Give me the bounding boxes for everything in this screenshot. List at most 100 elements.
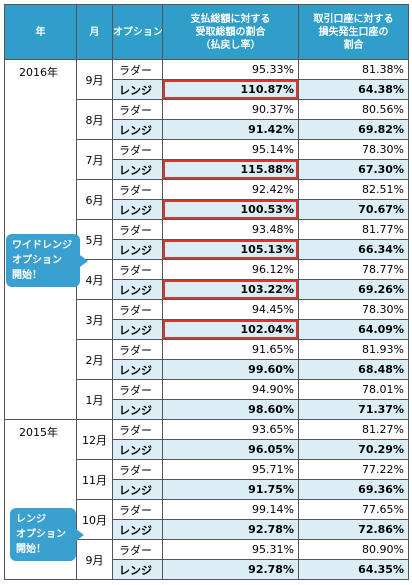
table-row: 10月 ラダー 99.14% 77.65% bbox=[5, 499, 409, 540]
payout-ladder: 95.14% bbox=[162, 139, 299, 160]
table-body: 2016年 9月 ラダー 95.33% 81.38% レンジ 110.87% 64.38% 8月… bbox=[4, 59, 409, 580]
option-range: レンジ bbox=[112, 439, 163, 460]
header-payout: 支払総額に対する 受取総額の割合 （払戻し率） bbox=[162, 4, 299, 60]
loss-range: 69.36% bbox=[298, 479, 409, 500]
header-loss: 取引口座に対する 損失発生口座の 割合 bbox=[298, 4, 409, 60]
option-range: レンジ bbox=[112, 279, 163, 300]
option-range: レンジ bbox=[112, 79, 163, 100]
loss-ladder: 77.65% bbox=[298, 499, 409, 520]
option-ladder: ラダー bbox=[112, 339, 163, 360]
table-row: 5月 ラダー 93.48% 81.77% bbox=[5, 219, 409, 260]
loss-ladder: 80.56% bbox=[298, 99, 409, 120]
loss-ladder: 78.30% bbox=[298, 139, 409, 160]
payout-ladder: 94.45% bbox=[162, 299, 299, 320]
option-range: レンジ bbox=[112, 119, 163, 140]
month-cell: 5月 bbox=[76, 219, 113, 260]
table-row: レンジ 96.05% 70.29% bbox=[5, 439, 409, 460]
loss-ladder: 81.77% bbox=[298, 219, 409, 240]
payout-ladder: 91.65% bbox=[162, 339, 299, 360]
option-ladder: ラダー bbox=[112, 539, 163, 560]
loss-ladder: 81.38% bbox=[298, 59, 409, 80]
payout-range: 100.53% bbox=[162, 199, 299, 220]
payout-range: 110.87% bbox=[162, 79, 299, 100]
loss-range: 64.38% bbox=[298, 79, 409, 100]
payout-range: 91.42% bbox=[162, 119, 299, 140]
payout-range: 102.04% bbox=[162, 319, 299, 340]
payout-ladder: 99.14% bbox=[162, 499, 299, 520]
payout-ladder: 94.90% bbox=[162, 379, 299, 400]
loss-range: 69.26% bbox=[298, 279, 409, 300]
option-ladder: ラダー bbox=[112, 139, 163, 160]
option-ladder: ラダー bbox=[112, 299, 163, 320]
callout-range-start: レンジ オプション 開始！ bbox=[10, 508, 84, 561]
loss-range: 64.35% bbox=[298, 559, 409, 580]
table-row: レンジ 103.22% 69.26% bbox=[5, 279, 409, 300]
payout-range: 91.75% bbox=[162, 479, 299, 500]
payout-range: 105.13% bbox=[162, 239, 299, 260]
option-range: レンジ bbox=[112, 479, 163, 500]
table-row: レンジ 100.53% 70.67% bbox=[5, 199, 409, 220]
payout-range: 98.60% bbox=[162, 399, 299, 420]
option-range: レンジ bbox=[112, 559, 163, 580]
payout-ladder: 93.48% bbox=[162, 219, 299, 240]
option-ladder: ラダー bbox=[112, 99, 163, 120]
loss-ladder: 81.27% bbox=[298, 419, 409, 440]
payout-range: 103.22% bbox=[162, 279, 299, 300]
loss-ladder: 81.93% bbox=[298, 339, 409, 360]
payout-range: 96.05% bbox=[162, 439, 299, 460]
loss-ladder: 77.22% bbox=[298, 459, 409, 480]
payout-ladder: 92.42% bbox=[162, 179, 299, 200]
table-row: 2016年 9月 ラダー 95.33% 81.38% bbox=[4, 59, 409, 420]
option-ladder: ラダー bbox=[112, 259, 163, 280]
table-row: レンジ 99.60% 68.48% bbox=[5, 359, 409, 380]
table-row: レンジ 91.75% 69.36% bbox=[5, 479, 409, 500]
loss-range: 66.34% bbox=[298, 239, 409, 260]
loss-range: 69.82% bbox=[298, 119, 409, 140]
month-cell: 8月 bbox=[76, 99, 113, 140]
header-month: 月 bbox=[76, 4, 113, 60]
table-row: レンジ 92.78% 72.86% bbox=[5, 519, 409, 540]
table-row: レンジ 110.87% 64.38% bbox=[5, 79, 409, 100]
month-cell: 9月 bbox=[76, 539, 113, 580]
header-option: オプション bbox=[112, 4, 163, 60]
loss-ladder: 78.77% bbox=[298, 259, 409, 280]
payout-ladder: 95.71% bbox=[162, 459, 299, 480]
payout-ladder: 93.65% bbox=[162, 419, 299, 440]
loss-range: 64.09% bbox=[298, 319, 409, 340]
option-ladder: ラダー bbox=[112, 59, 163, 80]
payout-ladder: 95.31% bbox=[162, 539, 299, 560]
option-ladder: ラダー bbox=[112, 179, 163, 200]
table-row: レンジ 102.04% 64.09% bbox=[5, 319, 409, 340]
loss-range: 68.48% bbox=[298, 359, 409, 380]
option-ladder: ラダー bbox=[112, 459, 163, 480]
month-cell: 1月 bbox=[76, 379, 113, 420]
loss-range: 70.29% bbox=[298, 439, 409, 460]
table-row: 8月 ラダー 90.37% 80.56% bbox=[5, 99, 409, 140]
option-ladder: ラダー bbox=[112, 219, 163, 240]
option-range: レンジ bbox=[112, 359, 163, 380]
option-range: レンジ bbox=[112, 519, 163, 540]
month-cell: 11月 bbox=[76, 459, 113, 500]
payout-table: 年 月 オプション 支払総額に対する 受取総額の割合 （払戻し率） 取引口座に対… bbox=[4, 4, 409, 580]
table-row: レンジ 98.60% 71.37% bbox=[5, 399, 409, 420]
payout-range: 115.88% bbox=[162, 159, 299, 180]
table-row: レンジ 92.78% 64.35% bbox=[5, 559, 409, 580]
payout-ladder: 96.12% bbox=[162, 259, 299, 280]
header-row: 年 月 オプション 支払総額に対する 受取総額の割合 （払戻し率） 取引口座に対… bbox=[4, 4, 409, 60]
loss-range: 70.67% bbox=[298, 199, 409, 220]
loss-range: 72.86% bbox=[298, 519, 409, 540]
payout-ladder: 90.37% bbox=[162, 99, 299, 120]
loss-ladder: 82.51% bbox=[298, 179, 409, 200]
table-row: 2月 ラダー 91.65% 81.93% bbox=[5, 339, 409, 380]
month-cell: 7月 bbox=[76, 139, 113, 180]
month-cell: 3月 bbox=[76, 299, 113, 340]
option-ladder: ラダー bbox=[112, 499, 163, 520]
header-year: 年 bbox=[4, 4, 77, 60]
option-range: レンジ bbox=[112, 319, 163, 340]
month-cell: 2月 bbox=[76, 339, 113, 380]
table-row: レンジ 115.88% 67.30% bbox=[5, 159, 409, 180]
loss-ladder: 80.90% bbox=[298, 539, 409, 560]
loss-ladder: 78.01% bbox=[298, 379, 409, 400]
option-ladder: ラダー bbox=[112, 379, 163, 400]
